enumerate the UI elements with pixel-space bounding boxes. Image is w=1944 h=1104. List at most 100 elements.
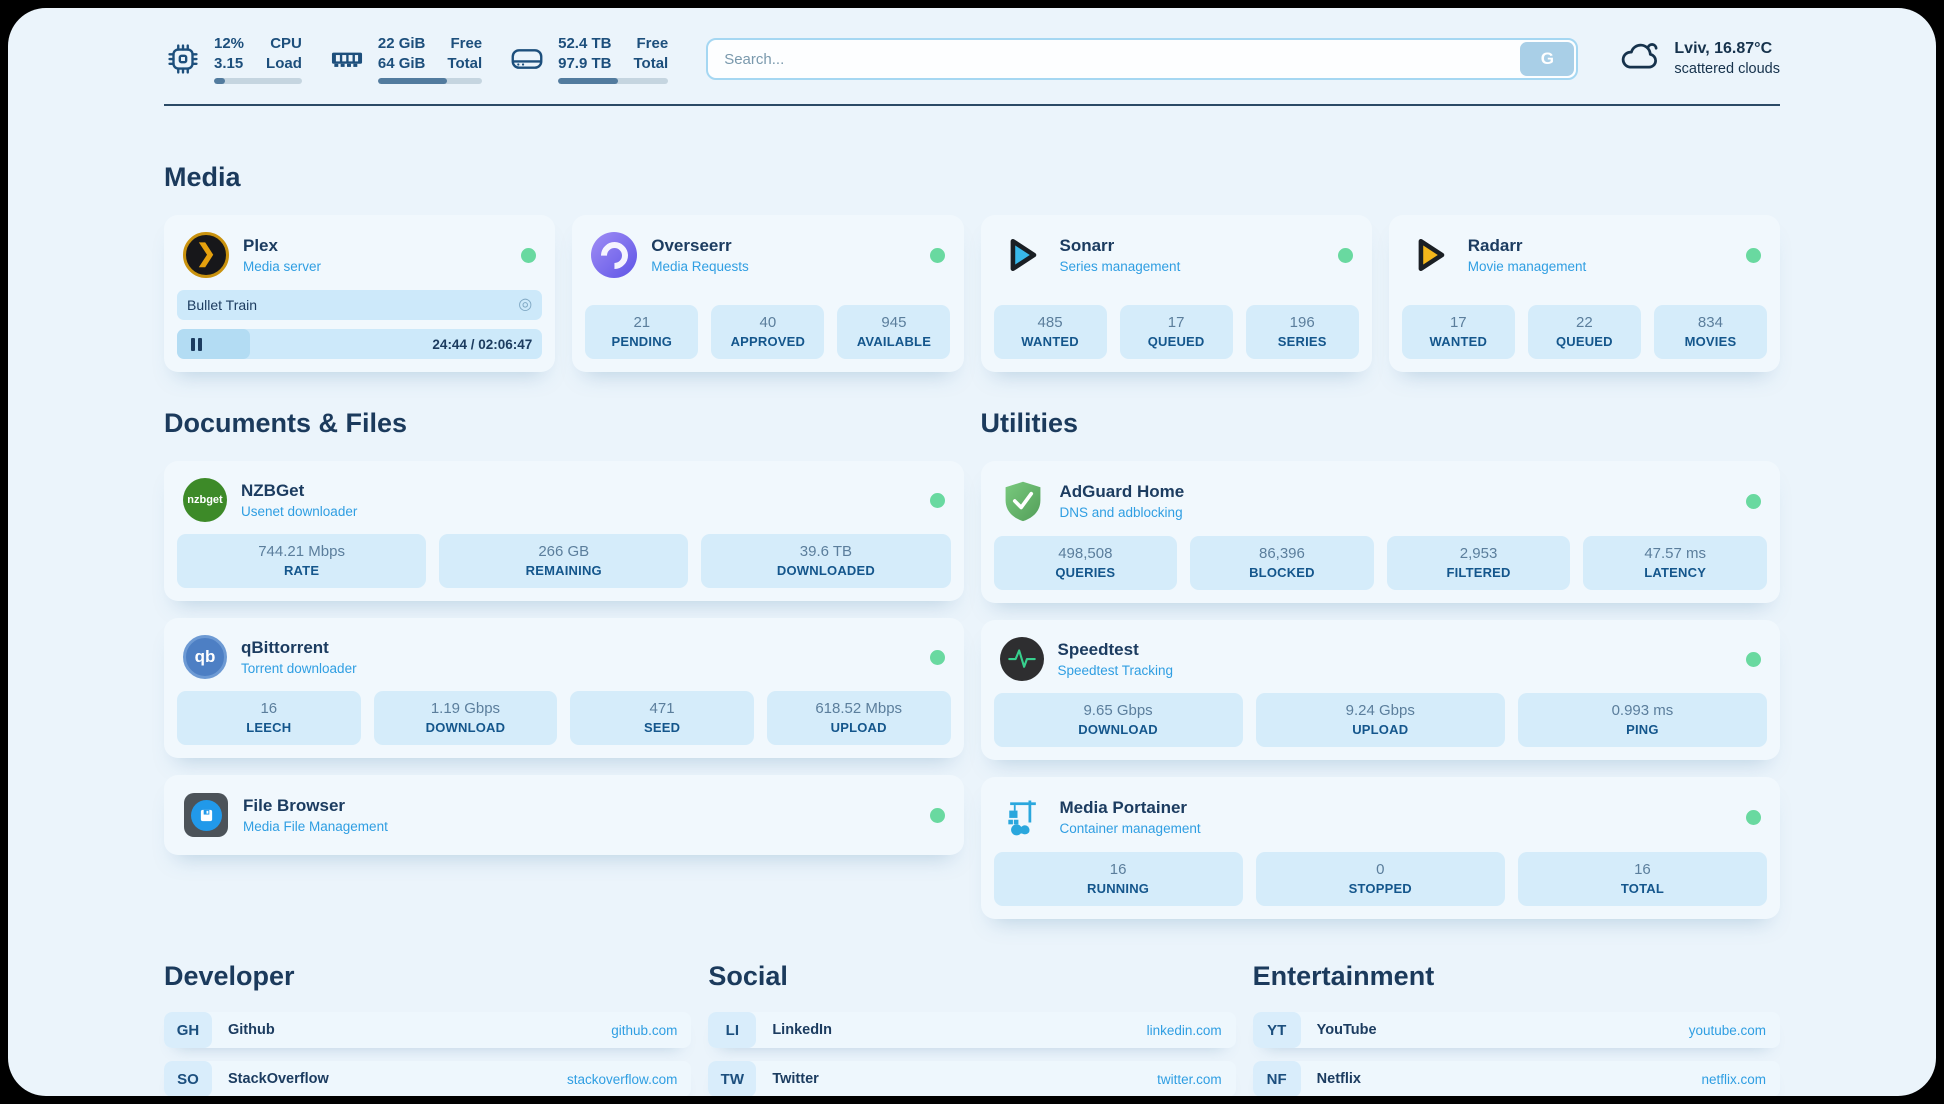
app-link-filebrowser[interactable]: File Browser Media File Management — [183, 792, 945, 838]
speedtest-icon — [999, 637, 1044, 681]
qbittorrent-stats: 16 LEECH 1.19 Gbps DOWNLOAD 471 SEED 6 — [177, 691, 951, 745]
card-filebrowser: File Browser Media File Management — [164, 775, 964, 855]
card-speedtest: Speedtest Speedtest Tracking 9.65 Gbps D… — [980, 620, 1780, 760]
app-link-portainer[interactable]: Media Portainer Container management — [1000, 794, 1761, 840]
app-name: NZBGet — [241, 481, 305, 500]
bookmark-github[interactable]: GH Github github.com — [164, 1012, 692, 1048]
bookmark-badge: GH — [164, 1012, 212, 1048]
topbar: 12% 3.15 CPU Load — [164, 8, 1780, 84]
app-description: DNS and adblocking — [1059, 505, 1183, 520]
plex-now-playing-row: Bullet Train ◎ — [177, 290, 543, 320]
bookmark-badge: SO — [164, 1061, 212, 1096]
bookmark-url: linkedin.com — [1146, 1022, 1222, 1038]
search-engine-button[interactable]: G — [1520, 42, 1575, 76]
disk-progress-bar — [558, 78, 669, 84]
bookmark-youtube[interactable]: YT YouTube youtube.com — [1252, 1012, 1780, 1048]
app-link-sonarr[interactable]: Sonarr Series management — [1000, 232, 1353, 278]
bookmark-twitter[interactable]: TW Twitter twitter.com — [708, 1061, 1236, 1096]
app-name: Media Portainer — [1059, 798, 1188, 817]
disk-free-value: 52.4 TB — [558, 35, 612, 52]
bookmark-name: LinkedIn — [772, 1022, 832, 1038]
bookmark-url: netflix.com — [1701, 1071, 1766, 1087]
disk-metric: 52.4 TB 97.9 TB Free Total — [508, 34, 669, 84]
disk-label-top: Free — [636, 35, 669, 52]
stat-filtered: 2,953 FILTERED — [1386, 536, 1571, 590]
stat-running: 16 RUNNING — [993, 852, 1243, 906]
status-dot — [1746, 809, 1761, 825]
session-icon[interactable]: ◎ — [518, 296, 533, 313]
ram-total-value: 64 GiB — [377, 54, 426, 72]
app-link-overseerr[interactable]: Overseerr Media Requests — [591, 232, 945, 278]
cloud-icon — [1618, 35, 1662, 84]
status-dot — [1746, 493, 1761, 509]
middle-grid: Documents & Files nzbget NZBGet Usenet d… — [164, 372, 1780, 919]
app-description: Speedtest Tracking — [1057, 663, 1174, 678]
nzbget-stats: 744.21 Mbps RATE 266 GB REMAINING 39.6 T… — [177, 534, 951, 588]
app-name: Sonarr — [1059, 236, 1115, 255]
app-description: Media Requests — [651, 259, 749, 274]
card-plex: ❯ Plex Media server Bullet Train ◎ 24:44… — [164, 215, 556, 372]
plex-progress-row: 24:44 / 02:06:47 — [177, 329, 543, 359]
cpu-label-top: CPU — [270, 35, 302, 52]
app-link-radarr[interactable]: Radarr Movie management — [1408, 232, 1761, 278]
bookmark-name: StackOverflow — [228, 1071, 329, 1087]
adguard-icon — [1000, 478, 1046, 524]
stat-queued: 22 QUEUED — [1527, 305, 1641, 359]
app-name: Plex — [243, 236, 278, 255]
stat-series: 196 SERIES — [1245, 305, 1359, 359]
status-dot — [929, 807, 945, 823]
stat-leech: 16 LEECH — [177, 691, 361, 745]
overseerr-icon — [591, 232, 638, 278]
app-name: File Browser — [243, 796, 346, 815]
bookmark-url: youtube.com — [1688, 1022, 1766, 1038]
cpu-progress-bar — [214, 78, 302, 84]
bookmark-stackoverflow[interactable]: SO StackOverflow stackoverflow.com — [164, 1061, 692, 1096]
radarr-stats: 17 WANTED 22 QUEUED 834 MOVIES — [1401, 305, 1767, 359]
app-name: Overseerr — [651, 236, 732, 255]
ram-icon — [328, 40, 366, 78]
bookmark-name: Github — [228, 1022, 275, 1038]
app-link-adguard[interactable]: AdGuard Home DNS and adblocking — [1000, 478, 1761, 524]
app-description: Movie management — [1467, 259, 1587, 274]
card-radarr: Radarr Movie management 17 WANTED 22 QUE… — [1388, 215, 1780, 372]
app-name: Speedtest — [1057, 640, 1139, 659]
ram-metric: 22 GiB 64 GiB Free Total — [328, 34, 483, 84]
app-name: Radarr — [1467, 236, 1523, 255]
search-input[interactable] — [706, 38, 1579, 80]
overseerr-stats: 21 PENDING 40 APPROVED 945 AVAILABLE — [585, 305, 951, 359]
card-nzbget: nzbget NZBGet Usenet downloader 744.21 M… — [164, 461, 964, 601]
stat-stopped: 0 STOPPED — [1255, 852, 1505, 906]
disk-total-value: 97.9 TB — [558, 54, 612, 72]
stat-seed: 471 SEED — [570, 691, 754, 745]
bookmark-name: YouTube — [1316, 1022, 1377, 1038]
ram-label-bottom: Total — [447, 54, 483, 72]
bookmark-linkedin[interactable]: LI LinkedIn linkedin.com — [708, 1012, 1236, 1048]
stat-wanted: 485 WANTED — [993, 305, 1107, 359]
disk-icon — [508, 40, 546, 78]
pause-icon[interactable] — [191, 337, 202, 351]
status-dot — [1746, 651, 1761, 667]
app-link-qbittorrent[interactable]: qb qBittorrent Torrent downloader — [183, 635, 945, 679]
header-divider — [164, 104, 1780, 106]
stat-downloaded: 39.6 TB DOWNLOADED — [701, 534, 951, 588]
weather-location-temp: Lviv, 16.87°C — [1674, 40, 1773, 58]
status-dot — [929, 247, 945, 263]
portainer-icon — [1000, 794, 1046, 840]
bookmark-netflix[interactable]: NF Netflix netflix.com — [1252, 1061, 1780, 1096]
section-title-entertainment: Entertainment — [1252, 961, 1435, 991]
cpu-label-bottom: Load — [266, 54, 302, 72]
weather-condition: scattered clouds — [1674, 61, 1780, 78]
app-link-speedtest[interactable]: Speedtest Speedtest Tracking — [999, 637, 1761, 681]
stat-rate: 744.21 Mbps RATE — [177, 534, 427, 588]
stat-remaining: 266 GB REMAINING — [439, 534, 689, 588]
card-portainer: Media Portainer Container management 16 … — [980, 777, 1780, 919]
status-dot — [1746, 247, 1761, 263]
stat-latency: 47.57 ms LATENCY — [1583, 536, 1767, 590]
stat-approved: 40 APPROVED — [711, 305, 825, 359]
app-link-plex[interactable]: ❯ Plex Media server — [183, 232, 537, 278]
bookmark-badge: NF — [1252, 1061, 1301, 1096]
section-title-developer: Developer — [164, 961, 295, 991]
section-title-social: Social — [708, 961, 788, 991]
app-link-nzbget[interactable]: nzbget NZBGet Usenet downloader — [183, 478, 945, 522]
app-description: Container management — [1059, 821, 1201, 836]
